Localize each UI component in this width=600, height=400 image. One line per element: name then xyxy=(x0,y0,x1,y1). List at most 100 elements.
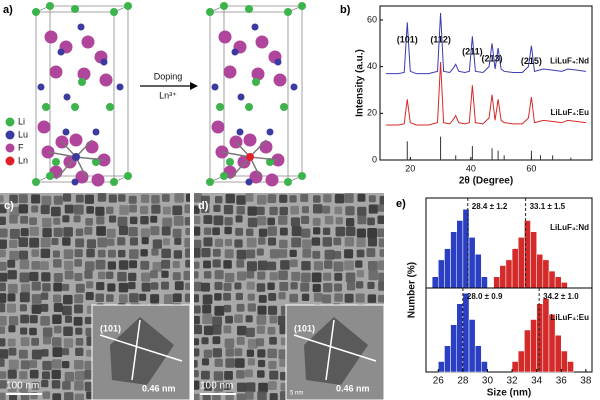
nanocrystal xyxy=(335,217,343,225)
nanocrystal xyxy=(8,283,18,294)
panel-label: a) xyxy=(3,4,13,16)
nanocrystal xyxy=(247,358,255,366)
nanocrystal xyxy=(64,315,73,323)
nanocrystal xyxy=(335,226,346,237)
f-atom xyxy=(259,140,273,154)
nanocrystal xyxy=(62,360,70,369)
f-atom xyxy=(223,65,237,79)
nanocrystal xyxy=(107,249,116,258)
nanocrystal xyxy=(42,336,52,345)
nanocrystal xyxy=(324,249,335,260)
f-atom xyxy=(249,170,263,184)
nanocrystal xyxy=(64,260,74,270)
li-atom xyxy=(106,103,114,111)
nanocrystal xyxy=(64,270,74,280)
nanocrystal xyxy=(53,227,63,237)
nanocrystal xyxy=(63,227,73,237)
nanocrystal xyxy=(291,237,302,248)
nanocrystal xyxy=(0,326,6,334)
nanocrystal xyxy=(97,193,107,202)
f-atom xyxy=(77,67,91,81)
nanocrystal xyxy=(236,325,247,336)
histogram-bar xyxy=(450,324,457,373)
nanocrystal xyxy=(51,380,61,389)
li-atom xyxy=(124,172,132,180)
nanocrystal xyxy=(194,315,200,325)
nanocrystal xyxy=(117,271,127,282)
nanocrystal xyxy=(247,217,258,228)
nanocrystal xyxy=(257,370,265,378)
nanocrystal xyxy=(173,293,182,303)
nanocrystal xyxy=(278,292,286,300)
nanocrystal xyxy=(117,216,128,227)
peak-label: (112) xyxy=(430,34,451,44)
nanocrystal xyxy=(18,237,29,247)
nanocrystal xyxy=(0,349,9,359)
nanocrystal xyxy=(245,327,255,338)
nanocrystal xyxy=(162,238,170,246)
nanocrystal xyxy=(268,360,277,369)
nanocrystal xyxy=(20,337,30,347)
mean-label: 28.4 ± 1.2 xyxy=(472,202,508,211)
nanocrystal xyxy=(235,215,243,223)
series-label: LiLuF₄:Nd xyxy=(550,56,589,65)
nanocrystal xyxy=(194,325,202,335)
nanocrystal xyxy=(95,206,105,216)
nanocrystal xyxy=(0,204,7,214)
nanocrystal xyxy=(20,228,29,237)
nanocrystal xyxy=(234,348,243,357)
nanocrystal xyxy=(18,194,28,204)
nanocrystal xyxy=(213,371,224,381)
nanocrystal xyxy=(345,226,356,237)
nanocrystal xyxy=(322,205,331,214)
nanocrystal xyxy=(51,359,62,369)
nanocrystal xyxy=(40,316,50,326)
nanocrystal xyxy=(290,282,298,290)
nanocrystal xyxy=(128,272,137,282)
nanocrystal xyxy=(257,260,268,271)
nanocrystal xyxy=(42,283,51,292)
nanocrystal xyxy=(84,226,93,235)
nanocrystal xyxy=(290,205,299,215)
histogram-bar xyxy=(450,231,457,289)
nanocrystal xyxy=(40,292,49,300)
nanocrystal xyxy=(0,380,7,389)
f-atom xyxy=(49,65,63,79)
nanocrystal xyxy=(53,195,63,205)
li-atom xyxy=(110,178,118,186)
nanocrystal xyxy=(257,391,267,400)
nanocrystal xyxy=(185,259,190,268)
nanocrystal xyxy=(40,205,50,215)
f-atom xyxy=(44,30,58,44)
nanocrystal xyxy=(20,283,31,293)
nanocrystal xyxy=(267,194,277,204)
histogram-bar xyxy=(517,350,525,373)
nanocrystal xyxy=(301,293,310,301)
nanocrystal xyxy=(356,228,366,238)
nanocrystal xyxy=(174,193,184,203)
nanocrystal xyxy=(344,193,354,203)
f-atom xyxy=(91,173,105,187)
histogram-bar xyxy=(456,220,464,289)
nanocrystal xyxy=(74,249,83,258)
nanocrystal xyxy=(279,194,288,203)
y-tick-label: 60 xyxy=(367,14,377,24)
nanocrystal xyxy=(107,261,117,270)
nanocrystal xyxy=(41,349,49,357)
f-atom xyxy=(37,120,51,134)
nanocrystal xyxy=(29,369,39,379)
nanocrystal xyxy=(224,371,233,380)
peak-label: (213) xyxy=(482,54,503,64)
nanocrystal xyxy=(29,217,37,226)
nanocrystal xyxy=(194,294,200,303)
nanocrystal xyxy=(224,239,233,247)
lu-atom xyxy=(236,128,244,136)
nanocrystal xyxy=(201,195,210,205)
nanocrystal xyxy=(236,249,247,260)
nanocrystal xyxy=(42,227,52,238)
nanocrystal xyxy=(268,292,277,301)
nanocrystal xyxy=(246,281,255,290)
nanocrystal xyxy=(334,272,343,281)
nanocrystal xyxy=(201,282,211,292)
histogram-bar xyxy=(438,361,445,373)
